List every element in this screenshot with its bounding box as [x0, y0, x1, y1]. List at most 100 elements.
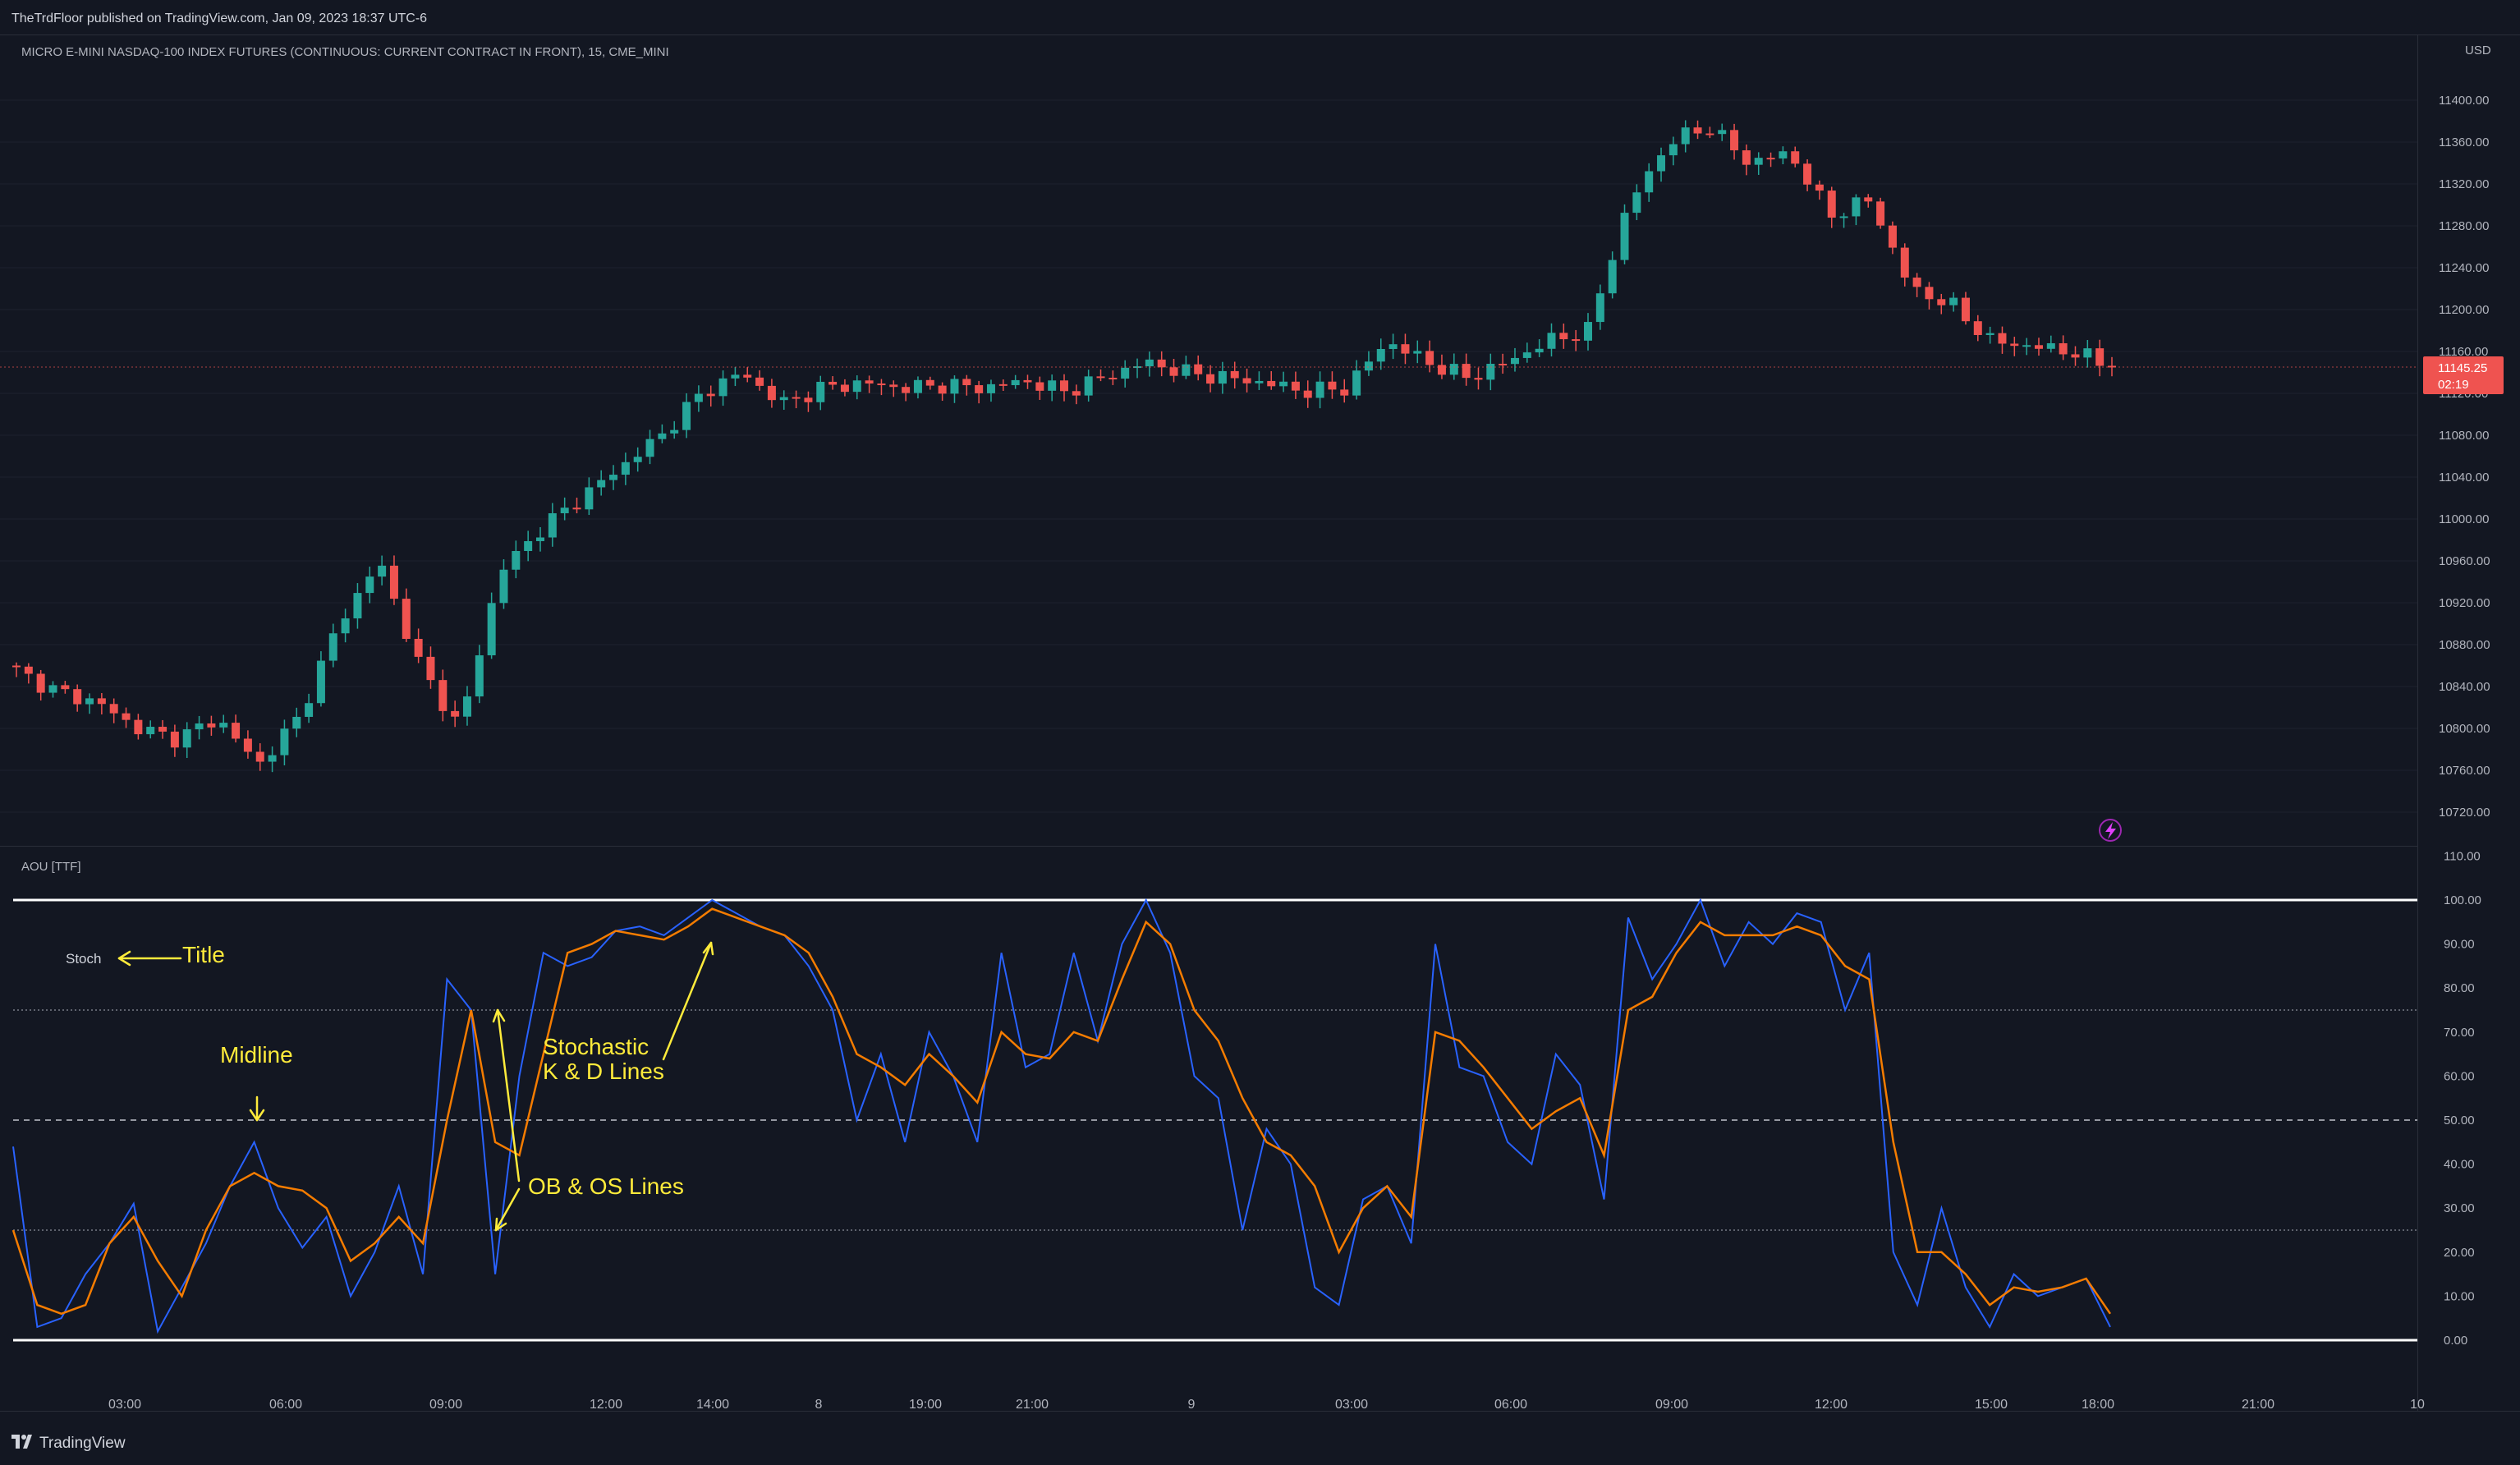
- stoch-d-line[interactable]: [11, 907, 2112, 1316]
- candle-body[interactable]: [499, 569, 508, 604]
- candle-body[interactable]: [414, 638, 423, 657]
- candle-body[interactable]: [268, 755, 277, 762]
- candle-body[interactable]: [1608, 259, 1617, 294]
- candle-body[interactable]: [1998, 333, 2007, 344]
- candle-body[interactable]: [1693, 127, 1702, 134]
- candle-body[interactable]: [706, 393, 715, 397]
- candle-body[interactable]: [658, 433, 667, 439]
- candle-body[interactable]: [524, 540, 533, 552]
- candle-body[interactable]: [232, 723, 241, 739]
- candle-body[interactable]: [865, 380, 874, 384]
- candle-body[interactable]: [1157, 359, 1166, 368]
- candle-body[interactable]: [572, 507, 581, 510]
- candle-body[interactable]: [365, 576, 374, 594]
- candle-body[interactable]: [12, 665, 21, 668]
- indicator-label[interactable]: AOU [TTF]: [21, 860, 81, 874]
- candle-body[interactable]: [1522, 352, 1531, 358]
- candle-body[interactable]: [1632, 192, 1641, 214]
- candle-body[interactable]: [292, 716, 301, 729]
- candle-body[interactable]: [829, 381, 838, 385]
- candle-body[interactable]: [670, 429, 679, 434]
- candle-body[interactable]: [1425, 351, 1434, 365]
- candle-body[interactable]: [1121, 367, 1130, 379]
- candle-body[interactable]: [804, 397, 813, 402]
- candle-body[interactable]: [2059, 343, 2068, 355]
- candle-body[interactable]: [475, 655, 484, 697]
- price-axis[interactable]: 11400.00 11360.00 11320.00 11280.00 11240.00…: [2439, 94, 2490, 820]
- candle-body[interactable]: [2010, 343, 2019, 347]
- candle-body[interactable]: [694, 393, 703, 402]
- candle-body[interactable]: [487, 603, 496, 656]
- candle-body[interactable]: [1072, 391, 1081, 396]
- candle-body[interactable]: [1876, 201, 1885, 226]
- candle-body[interactable]: [170, 731, 179, 748]
- candle-body[interactable]: [402, 599, 411, 639]
- candle-body[interactable]: [1595, 293, 1604, 323]
- candle-body[interactable]: [243, 738, 252, 752]
- candle-body[interactable]: [2034, 345, 2043, 349]
- candle-body[interactable]: [816, 381, 825, 402]
- candle-body[interactable]: [36, 673, 45, 693]
- candle-body[interactable]: [1827, 191, 1836, 218]
- candle-body[interactable]: [1340, 389, 1349, 396]
- candle-body[interactable]: [1474, 378, 1483, 380]
- candle-body[interactable]: [255, 751, 264, 762]
- candle-body[interactable]: [1681, 127, 1690, 145]
- candle-body[interactable]: [1109, 377, 1118, 379]
- candle-body[interactable]: [1572, 339, 1581, 342]
- candle-body[interactable]: [852, 380, 861, 393]
- candle-body[interactable]: [645, 439, 654, 457]
- candle-body[interactable]: [1888, 225, 1897, 248]
- candle-body[interactable]: [1279, 381, 1288, 387]
- candle-body[interactable]: [633, 457, 642, 462]
- candle-body[interactable]: [962, 379, 971, 386]
- candle-body[interactable]: [1839, 216, 1848, 218]
- candle-body[interactable]: [792, 397, 801, 399]
- candle-body[interactable]: [24, 666, 33, 674]
- candle-body[interactable]: [462, 696, 471, 717]
- candle-body[interactable]: [1023, 379, 1032, 383]
- candle-body[interactable]: [1510, 357, 1519, 365]
- candle-body[interactable]: [1206, 374, 1215, 384]
- candle-body[interactable]: [1364, 361, 1373, 371]
- candle-body[interactable]: [902, 387, 911, 393]
- candle-body[interactable]: [1011, 379, 1020, 386]
- candle-body[interactable]: [1389, 344, 1398, 349]
- candle-body[interactable]: [328, 633, 337, 661]
- candle-body[interactable]: [2046, 343, 2055, 349]
- candle-body[interactable]: [1730, 130, 1739, 151]
- candle-body[interactable]: [85, 698, 94, 705]
- candle-body[interactable]: [1194, 364, 1203, 374]
- candle-body[interactable]: [1449, 364, 1458, 375]
- candle-body[interactable]: [1559, 333, 1568, 340]
- candle-body[interactable]: [134, 719, 143, 735]
- pane-divider[interactable]: [0, 846, 2417, 847]
- candle-body[interactable]: [1803, 163, 1812, 185]
- candle-body[interactable]: [389, 565, 398, 599]
- candle-body[interactable]: [1852, 197, 1861, 217]
- candle-body[interactable]: [378, 565, 387, 577]
- candle-body[interactable]: [986, 383, 995, 393]
- candle-body[interactable]: [1985, 333, 1994, 335]
- candle-body[interactable]: [1864, 197, 1873, 202]
- candle-body[interactable]: [1242, 378, 1251, 383]
- candle-body[interactable]: [1035, 382, 1044, 391]
- candle-body[interactable]: [1437, 365, 1446, 375]
- candle-body[interactable]: [1499, 363, 1508, 365]
- candle-body[interactable]: [1766, 158, 1775, 160]
- candle-body[interactable]: [1754, 158, 1763, 165]
- candle-body[interactable]: [97, 698, 106, 705]
- candle-body[interactable]: [61, 685, 70, 690]
- candle-body[interactable]: [1705, 133, 1714, 135]
- candle-body[interactable]: [840, 384, 849, 393]
- candle-body[interactable]: [1145, 359, 1154, 367]
- candle-body[interactable]: [122, 713, 131, 720]
- candle-body[interactable]: [536, 537, 544, 541]
- candle-body[interactable]: [1218, 370, 1227, 384]
- candle-body[interactable]: [2108, 365, 2116, 368]
- candle-body[interactable]: [609, 475, 618, 480]
- candle-body[interactable]: [1742, 150, 1751, 165]
- time-axis[interactable]: 03:00 06:00 09:00 12:00 14:00 8 19:00 21:00 9 03:…: [108, 1398, 2425, 1412]
- candle-body[interactable]: [1413, 351, 1422, 354]
- candle-body[interactable]: [2083, 348, 2092, 358]
